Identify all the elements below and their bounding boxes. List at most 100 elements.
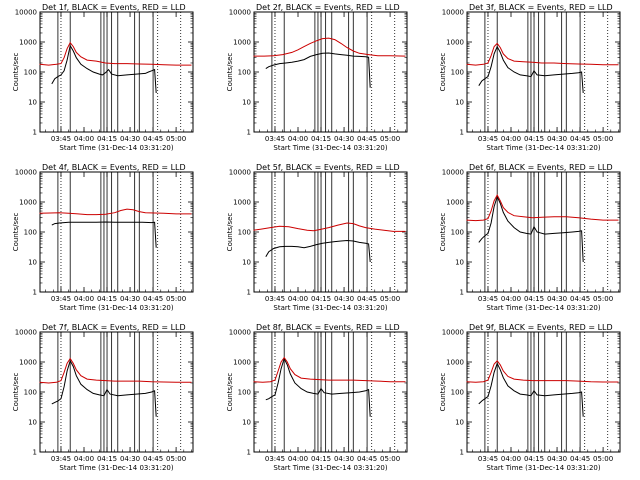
x-tick-label: 05:00 (166, 295, 186, 303)
x-tick-label: 04:45 (570, 295, 590, 303)
series-lld (253, 356, 406, 383)
x-tick-label: 04:15 (97, 295, 117, 303)
x-tick-label: 04:30 (547, 455, 567, 463)
series-lld (466, 194, 619, 222)
series-lld (253, 37, 406, 57)
y-axis-label: Counts/sec (12, 213, 20, 252)
y-tick-label: 1000 (19, 39, 37, 47)
x-tick-label: 04:45 (357, 455, 377, 463)
x-tick-label: 04:00 (74, 455, 94, 463)
x-axis-label: Start Time (31-Dec-14 03:31:20) (59, 304, 173, 312)
x-tick-label: 04:15 (97, 135, 117, 143)
y-tick-label: 1 (247, 289, 251, 297)
x-tick-label: 05:00 (380, 295, 400, 303)
y-tick-label: 10 (28, 419, 37, 427)
series-lld (39, 41, 192, 66)
y-tick-label: 1 (247, 449, 251, 457)
y-tick-label: 10 (242, 99, 251, 107)
panel-title: Det 6f, BLACK = Events, RED = LLD (469, 163, 613, 172)
x-axis-label: Start Time (31-Dec-14 03:31:20) (59, 464, 173, 472)
y-tick-label: 10000 (229, 169, 251, 177)
series-lld (39, 208, 192, 216)
x-tick-label: 04:00 (501, 135, 521, 143)
panel-title: Det 3f, BLACK = Events, RED = LLD (469, 3, 613, 12)
x-tick-label: 04:00 (288, 455, 308, 463)
x-axis-label: Start Time (31-Dec-14 03:31:20) (59, 144, 173, 152)
x-tick-label: 04:15 (524, 295, 544, 303)
y-tick-label: 100 (238, 229, 251, 237)
x-tick-label: 04:45 (143, 135, 163, 143)
x-tick-label: 04:30 (120, 295, 140, 303)
y-tick-label: 100 (24, 229, 37, 237)
panel-title: Det 7f, BLACK = Events, RED = LLD (42, 323, 186, 332)
x-tick-label: 03:45 (265, 455, 285, 463)
y-tick-label: 100 (451, 229, 464, 237)
panel-9: Det 9f, BLACK = Events, RED = LLD 1 10 100 1… (439, 323, 621, 472)
x-tick-label: 03:45 (51, 135, 71, 143)
series-lld (39, 357, 192, 384)
y-tick-label: 100 (238, 389, 251, 397)
y-tick-label: 10 (28, 259, 37, 267)
x-tick-label: 04:00 (74, 135, 94, 143)
y-tick-label: 10000 (15, 169, 37, 177)
x-tick-label: 04:00 (501, 295, 521, 303)
y-tick-label: 10000 (442, 169, 464, 177)
series-events (51, 221, 157, 248)
y-tick-label: 10 (455, 419, 464, 427)
y-axis-label: Counts/sec (12, 53, 20, 92)
y-tick-label: 10000 (15, 9, 37, 17)
y-tick-label: 1 (460, 449, 464, 457)
panel-title: Det 9f, BLACK = Events, RED = LLD (469, 323, 613, 332)
panel-title: Det 2f, BLACK = Events, RED = LLD (256, 3, 400, 12)
y-tick-label: 100 (238, 69, 251, 77)
y-tick-label: 1000 (233, 39, 251, 47)
x-axis-label: Start Time (31-Dec-14 03:31:20) (273, 144, 387, 152)
x-tick-label: 03:45 (265, 295, 285, 303)
x-tick-label: 03:45 (51, 295, 71, 303)
y-tick-label: 1000 (233, 359, 251, 367)
x-tick-label: 04:45 (143, 295, 163, 303)
x-tick-label: 05:00 (593, 295, 613, 303)
y-tick-label: 10000 (229, 329, 251, 337)
y-tick-label: 1 (33, 449, 37, 457)
x-tick-label: 05:00 (593, 455, 613, 463)
x-tick-label: 03:45 (51, 455, 71, 463)
x-tick-label: 04:15 (311, 455, 331, 463)
x-tick-label: 05:00 (166, 135, 186, 143)
x-axis-label: Start Time (31-Dec-14 03:31:20) (486, 464, 600, 472)
x-tick-label: 04:30 (547, 295, 567, 303)
y-axis-label: Counts/sec (226, 373, 234, 412)
plot-frame (39, 171, 194, 293)
series-events (478, 195, 584, 263)
y-tick-label: 1000 (446, 359, 464, 367)
x-tick-label: 04:30 (120, 135, 140, 143)
y-axis-label: Counts/sec (439, 53, 447, 92)
y-tick-label: 100 (24, 69, 37, 77)
x-axis-label: Start Time (31-Dec-14 03:31:20) (273, 464, 387, 472)
x-tick-label: 05:00 (166, 455, 186, 463)
panel-3: Det 3f, BLACK = Events, RED = LLD 1 10 100 1… (439, 3, 621, 152)
x-tick-label: 04:45 (570, 135, 590, 143)
x-tick-label: 05:00 (380, 135, 400, 143)
x-tick-label: 03:45 (478, 135, 498, 143)
plot-frame (466, 331, 621, 453)
plot-frame (466, 171, 621, 293)
series-events (265, 239, 371, 263)
series-events (265, 52, 371, 88)
panel-title: Det 4f, BLACK = Events, RED = LLD (42, 163, 186, 172)
x-tick-label: 04:30 (334, 135, 354, 143)
panel-1: Det 1f, BLACK = Events, RED = LLD 1 10 100 1… (12, 3, 194, 152)
y-tick-label: 1000 (233, 199, 251, 207)
series-lld (466, 42, 619, 66)
y-tick-label: 100 (451, 389, 464, 397)
y-tick-label: 10 (242, 259, 251, 267)
x-axis-label: Start Time (31-Dec-14 03:31:20) (486, 304, 600, 312)
x-tick-label: 04:30 (120, 455, 140, 463)
series-events (478, 45, 584, 94)
x-tick-label: 04:00 (74, 295, 94, 303)
y-axis-label: Counts/sec (226, 53, 234, 92)
y-axis-label: Counts/sec (12, 373, 20, 412)
y-tick-label: 1000 (446, 199, 464, 207)
series-events (265, 357, 371, 417)
